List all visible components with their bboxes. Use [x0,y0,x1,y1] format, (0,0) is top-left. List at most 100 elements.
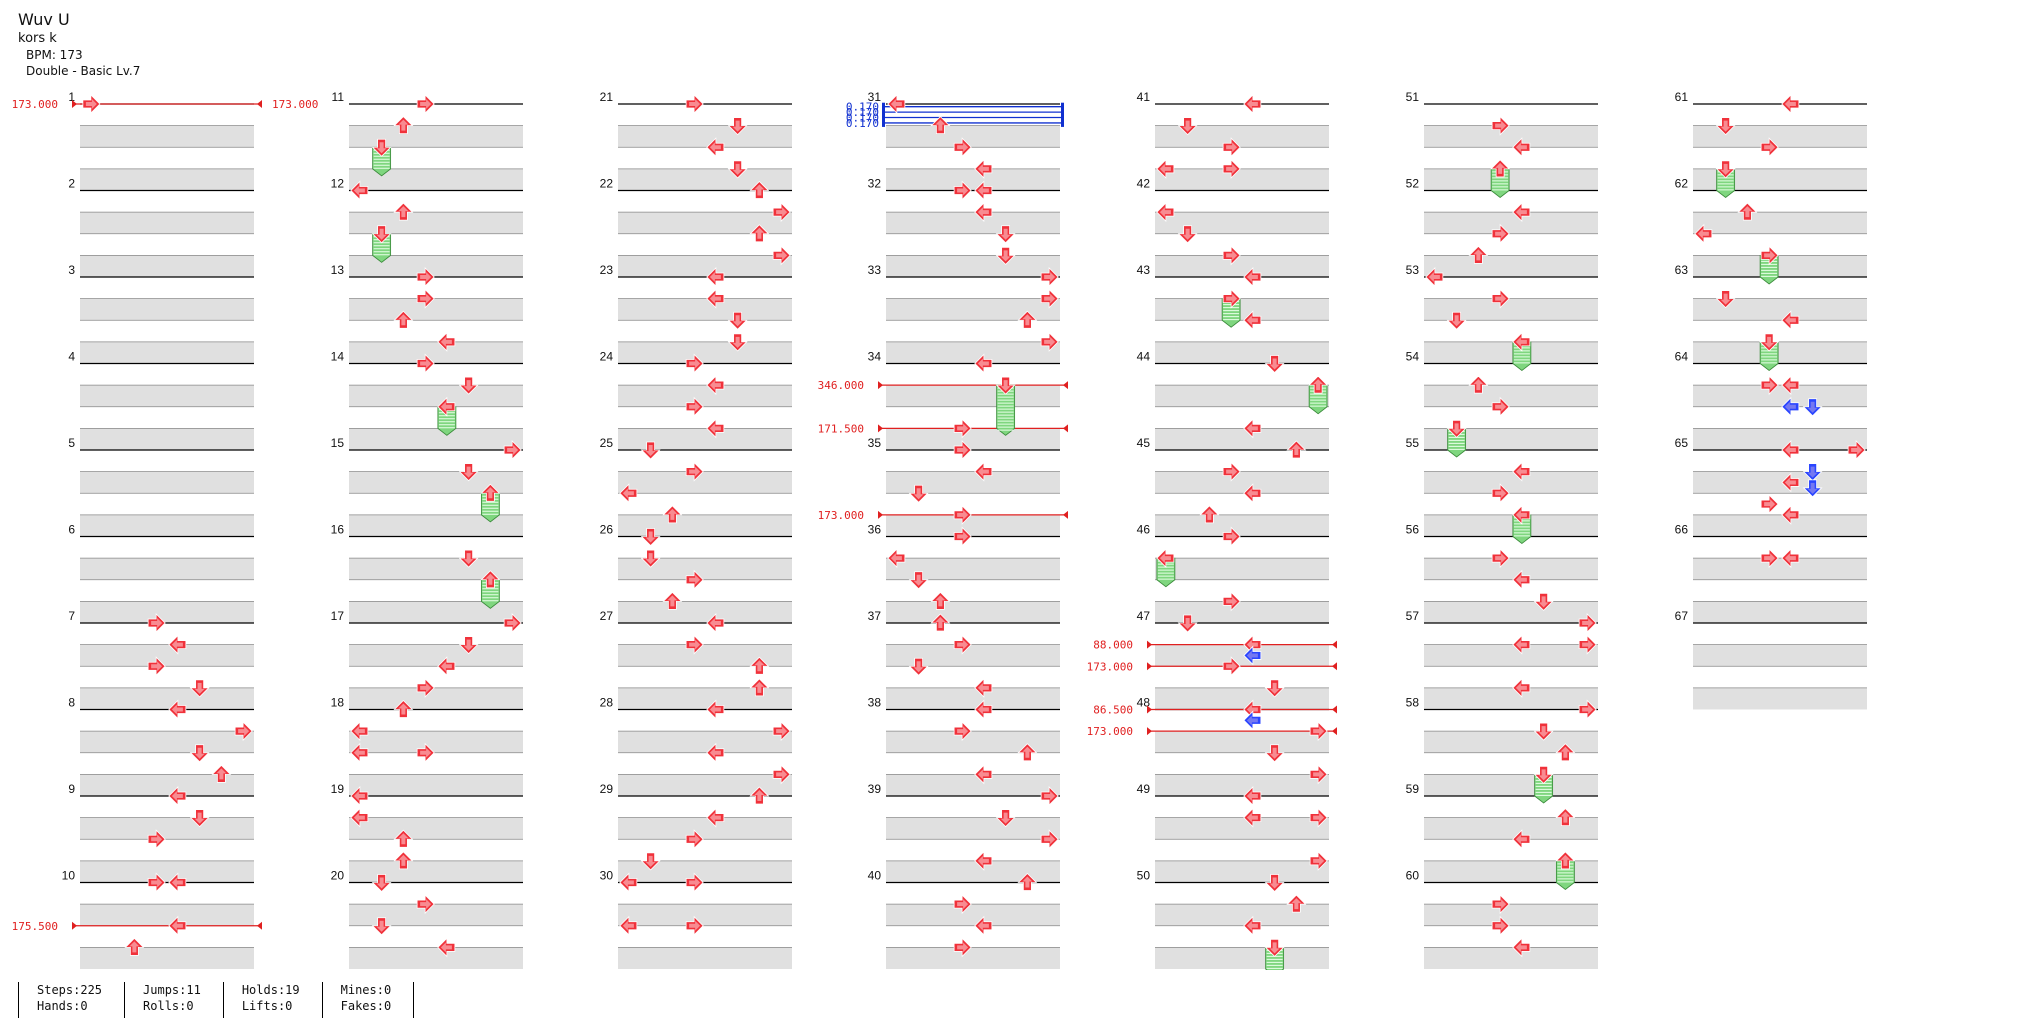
measure-number: 62 [1675,177,1689,191]
beat-stripe [1155,255,1329,277]
measure-number: 46 [1137,523,1151,537]
beat-stripe [1155,341,1329,364]
step-arrow-left-icon [1243,483,1262,504]
step-arrow-down-icon [1759,333,1780,352]
bpm-change-label: 173.000 [818,509,864,522]
step-arrow-left-icon [1512,937,1531,958]
arrow-highlight [709,812,721,823]
arrow-highlight [1720,163,1731,175]
step-arrow-left-icon [706,807,725,828]
arrow-highlight [1538,596,1549,608]
beat-stripe [349,644,523,667]
beat-stripe [1155,168,1329,191]
arrow-highlight [1764,499,1776,510]
arrow-highlight [151,877,163,888]
beat-stripe [1693,471,1867,494]
measure-number: 59 [1406,782,1420,796]
step-arrow-left-icon [168,915,187,936]
step-arrow-right-icon [1578,634,1597,655]
arrow-highlight [1515,574,1527,585]
beat-stripe [80,904,254,926]
step-arrow-right-icon [953,440,972,460]
step-arrow-down-icon [189,809,210,828]
step-arrow-left-icon [1781,94,1800,114]
measure-number: 47 [1137,609,1151,623]
step-arrow-right-icon [1491,288,1510,309]
stat-group-mines: Mines:0 Fakes:0 [321,982,414,1018]
step-arrow-up-icon [1308,375,1329,394]
step-arrow-right-icon [416,742,435,763]
step-arrow-left-icon [974,677,993,698]
song-title: Wuv U [18,10,70,29]
arrow-shape [1802,463,1823,482]
measure-number: 27 [600,609,614,623]
step-arrow-left-icon [974,850,993,871]
step-arrow-up-icon [1490,159,1511,178]
step-arrow-up-icon [393,202,414,221]
speed-change-label: 0.170 [846,112,879,125]
measure-number: 25 [600,436,614,450]
arrow-highlight [1560,811,1571,823]
step-arrow-up-icon [1017,310,1038,329]
arrow-highlight [732,336,743,348]
step-arrow-down-icon [1264,679,1285,698]
step-arrow-left-icon [1156,158,1175,179]
arrow-highlight [689,834,701,845]
arrow-highlight [151,618,163,628]
arrow-highlight [1269,877,1280,889]
arrow-shape [1781,396,1800,417]
arrow-highlight [913,661,924,673]
arrow-highlight [667,595,678,607]
beat-stripe [886,428,1060,450]
measure-number: 22 [600,177,614,191]
step-arrow-down-icon [1264,874,1285,893]
arrow-highlight [1515,207,1527,218]
measure-number: 66 [1675,523,1689,537]
arrow-highlight [440,942,452,953]
beat-stripe [349,558,523,580]
step-arrow-down-icon [371,225,392,244]
beat-stripe [1693,385,1867,407]
stat-holds: Holds:19 [241,983,300,997]
beat-stripe [618,514,792,537]
bpm-change-label: 171.500 [818,422,864,435]
beat-stripe [1693,125,1867,148]
beat-stripe [886,817,1060,840]
step-arrow-up-icon [480,570,501,589]
bpm-change-label: 346.000 [818,379,864,392]
step-arrow-down-icon [189,744,210,763]
step-arrow-down-icon [727,160,748,179]
step-arrow-down-icon [1446,419,1467,438]
beat-stripe [80,212,254,234]
bpm-change-label: 88.000 [1093,639,1133,652]
step-arrow-right-icon [685,461,704,482]
step-arrow-left-icon [1512,137,1531,158]
speed-marker [882,102,885,111]
step-arrow-left-icon [1781,375,1800,396]
arrow-highlight [977,920,989,931]
arrow-highlight [1313,855,1325,866]
step-arrow-left-icon [1781,548,1800,569]
step-arrow-right-icon [147,656,166,677]
beat-stripe [886,298,1060,321]
hold-body [1308,384,1328,415]
bpm-marker [257,921,262,930]
arrow-highlight [1720,120,1731,132]
step-arrow-left-icon [706,288,725,309]
step-arrow-left-icon [1243,807,1262,828]
arrow-highlight [1246,423,1258,434]
beat-stripe [80,168,254,191]
step-arrow-right-icon [953,937,972,958]
beat-stripe [886,774,1060,796]
beat-stripe [1424,731,1598,753]
step-arrow-left-icon [1781,310,1800,331]
arrow-highlight [463,380,474,392]
step-arrow-left-icon [974,202,993,223]
beat-stripe [1693,212,1867,234]
arrow-highlight [890,553,902,564]
beat-stripe [886,255,1060,277]
step-arrow-right-icon [1760,375,1779,396]
step-arrow-up-icon [1468,375,1489,394]
arrow-highlight [1851,445,1863,455]
step-arrow-left-icon [706,418,725,439]
